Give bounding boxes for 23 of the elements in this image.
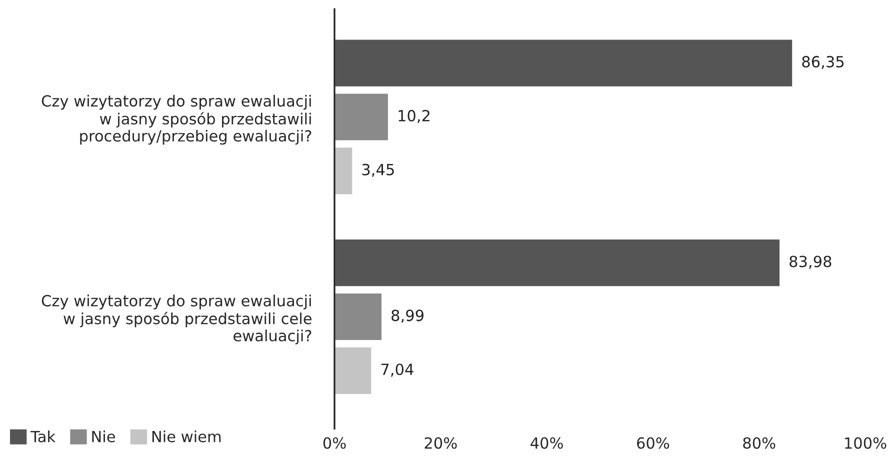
data-label: 7,04	[381, 364, 414, 377]
y-tick-label: Czy wizytatorzy do spraw ewaluacji w jasny sposób przedstawili cele ewaluacji?	[42, 294, 312, 344]
data-label: 83,98	[790, 256, 832, 269]
bar	[334, 38, 794, 88]
legend-label: Tak	[30, 430, 56, 442]
x-tick-label: 100%	[845, 437, 886, 449]
x-tick-label: 60%	[637, 437, 670, 449]
x-tick-label: 80%	[743, 437, 776, 449]
data-label: 8,99	[392, 310, 424, 323]
bar	[334, 92, 390, 142]
x-tick-label: 20%	[424, 437, 457, 449]
x-tick-label: 40%	[530, 437, 563, 449]
data-label: 86,35	[802, 56, 844, 70]
data-label: 3,45	[362, 164, 394, 177]
bar	[334, 292, 383, 342]
data-label: 10,2	[398, 110, 430, 123]
bar	[334, 346, 373, 396]
bar	[334, 238, 781, 288]
legend-label: Nie	[92, 430, 115, 442]
bar	[334, 146, 354, 196]
y-tick-label: Czy wizytatorzy do spraw ewaluacji w jasny sposób przedstawili procedury/przebieg ewaluacji?	[42, 94, 312, 145]
x-tick-label: 0%	[323, 437, 346, 449]
legend-label: Nie wiem	[152, 430, 221, 442]
